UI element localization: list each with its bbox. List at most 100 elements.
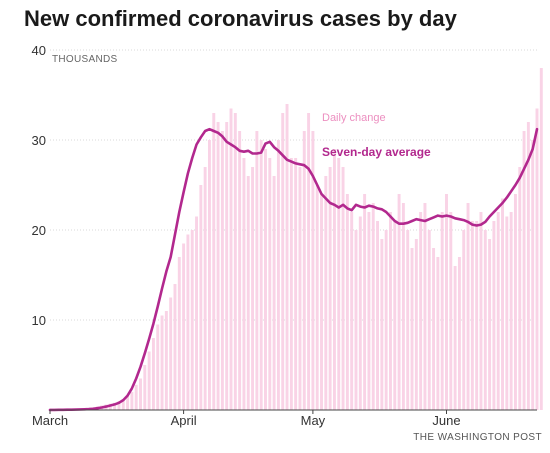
daily-bar bbox=[453, 266, 457, 410]
daily-bar bbox=[328, 167, 332, 410]
daily-bar bbox=[311, 131, 315, 410]
daily-bar bbox=[164, 311, 168, 410]
seven-day-average-annotation: Seven-day average bbox=[322, 145, 431, 159]
daily-bar bbox=[457, 257, 461, 410]
daily-bar bbox=[397, 194, 401, 410]
daily-bar bbox=[423, 203, 427, 410]
daily-bars bbox=[48, 68, 543, 410]
daily-bar bbox=[324, 176, 328, 410]
daily-bar bbox=[389, 212, 392, 410]
daily-bar bbox=[289, 158, 293, 410]
y-tick-label: 20 bbox=[32, 223, 46, 238]
daily-bar bbox=[126, 396, 130, 410]
daily-bar bbox=[354, 230, 358, 410]
daily-bar bbox=[212, 113, 216, 410]
daily-bar bbox=[281, 113, 285, 410]
daily-bar bbox=[113, 402, 117, 410]
daily-bar bbox=[242, 158, 246, 410]
y-tick-label: 40 bbox=[32, 43, 46, 58]
daily-bar bbox=[264, 149, 267, 410]
daily-bar bbox=[272, 176, 276, 410]
daily-bar bbox=[220, 131, 224, 410]
daily-bar bbox=[492, 221, 496, 410]
daily-bar bbox=[268, 158, 272, 410]
daily-bar bbox=[406, 230, 410, 410]
daily-bar bbox=[169, 297, 173, 410]
daily-bar bbox=[233, 113, 237, 410]
daily-bar bbox=[294, 158, 298, 410]
y-tick-label: 10 bbox=[32, 313, 46, 328]
daily-bar bbox=[427, 230, 431, 410]
daily-bar bbox=[186, 234, 190, 410]
daily-bar bbox=[302, 131, 306, 410]
daily-bar bbox=[539, 68, 543, 410]
daily-bar bbox=[337, 158, 341, 410]
daily-bar bbox=[320, 194, 323, 410]
daily-bar bbox=[350, 212, 354, 410]
daily-bar bbox=[445, 194, 448, 410]
daily-bar bbox=[143, 365, 147, 410]
y-unit-label: THOUSANDS bbox=[52, 54, 118, 65]
daily-bar bbox=[488, 239, 492, 410]
daily-bar bbox=[315, 185, 319, 410]
daily-bar bbox=[376, 221, 380, 410]
daily-bar bbox=[432, 248, 436, 410]
daily-bar bbox=[470, 221, 474, 410]
daily-bar bbox=[160, 315, 164, 410]
daily-bar bbox=[440, 212, 444, 410]
daily-bar bbox=[384, 230, 388, 410]
daily-bar bbox=[401, 203, 405, 410]
x-tick-label: April bbox=[171, 413, 197, 428]
daily-bar bbox=[203, 167, 207, 410]
daily-bar bbox=[307, 113, 311, 410]
daily-bar bbox=[225, 122, 229, 410]
daily-bar bbox=[475, 221, 479, 410]
daily-bar bbox=[341, 167, 345, 410]
daily-bar bbox=[130, 392, 134, 410]
daily-bar bbox=[255, 131, 259, 410]
daily-bar bbox=[496, 212, 500, 410]
daily-bar bbox=[367, 212, 371, 410]
daily-bar bbox=[393, 221, 397, 410]
daily-bar bbox=[139, 378, 142, 410]
x-tick-label: March bbox=[32, 413, 68, 428]
daily-bar bbox=[117, 401, 121, 410]
daily-bar bbox=[298, 167, 302, 410]
daily-bar bbox=[345, 194, 349, 410]
daily-bar bbox=[518, 167, 522, 410]
daily-bar bbox=[121, 399, 125, 410]
daily-bar bbox=[380, 239, 384, 410]
daily-bar bbox=[251, 167, 255, 410]
daily-bar bbox=[526, 122, 530, 410]
axis-labels: 10 20 30 40 March April May June bbox=[32, 43, 461, 428]
axes bbox=[49, 409, 537, 414]
daily-bar bbox=[358, 216, 362, 410]
daily-bar bbox=[535, 108, 539, 410]
daily-bar bbox=[513, 194, 517, 410]
daily-bar bbox=[108, 403, 112, 410]
daily-bar bbox=[177, 257, 181, 410]
daily-bar bbox=[501, 198, 504, 410]
daily-bar bbox=[363, 194, 367, 410]
daily-bar bbox=[410, 248, 414, 410]
daily-bar bbox=[151, 338, 155, 410]
daily-bar bbox=[259, 140, 263, 410]
daily-bar bbox=[173, 284, 177, 410]
daily-bar bbox=[229, 108, 233, 410]
daily-bar bbox=[332, 149, 336, 410]
daily-bar bbox=[134, 384, 138, 410]
daily-bar bbox=[238, 131, 242, 410]
daily-bar bbox=[509, 212, 513, 410]
daily-bar bbox=[156, 324, 160, 410]
daily-bar bbox=[522, 131, 526, 410]
source-credit: THE WASHINGTON POST bbox=[413, 432, 542, 443]
daily-bar bbox=[419, 212, 423, 410]
daily-bar bbox=[216, 122, 220, 410]
daily-bar bbox=[190, 230, 194, 410]
daily-bar bbox=[449, 212, 453, 410]
daily-bar bbox=[285, 104, 289, 410]
daily-bar bbox=[147, 351, 151, 410]
daily-bar bbox=[195, 216, 198, 410]
daily-bar bbox=[371, 203, 375, 410]
